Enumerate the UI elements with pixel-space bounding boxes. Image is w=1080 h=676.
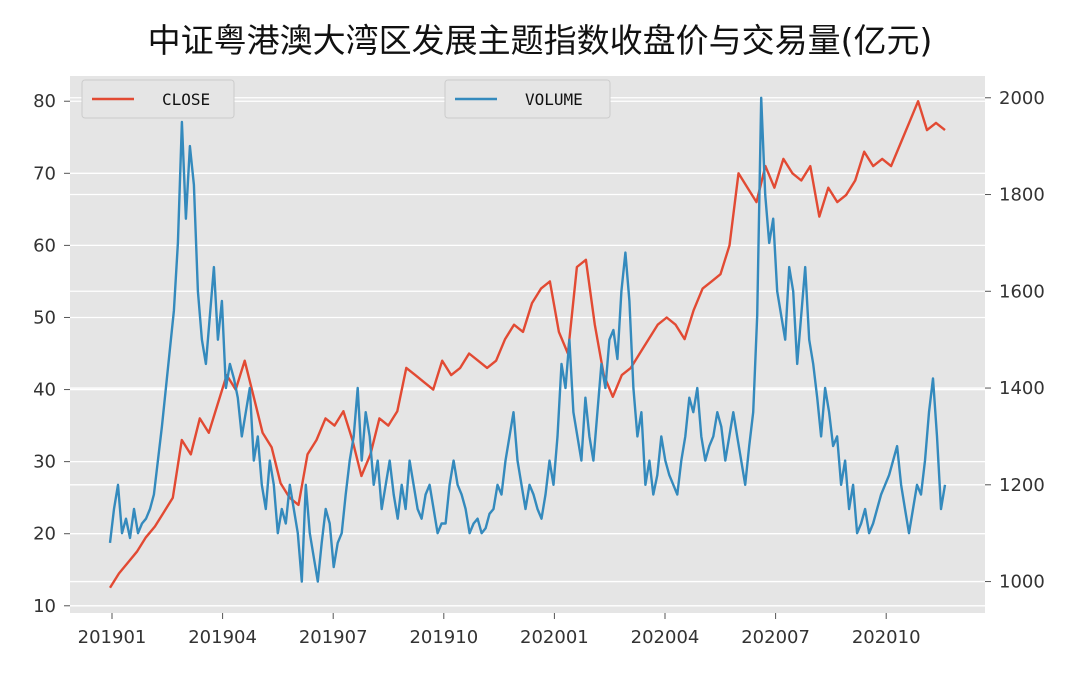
y-right-tick-label: 1200 — [999, 475, 1045, 496]
y-right-tick-label: 2000 — [999, 88, 1045, 109]
plot-area — [70, 76, 985, 613]
legend-label-close: CLOSE — [162, 90, 210, 109]
legend-box-volume — [444, 79, 611, 119]
x-tick-label: 202004 — [631, 627, 700, 648]
y-right-tick-label: 1600 — [999, 281, 1045, 302]
y-right-tick-label: 1000 — [999, 572, 1045, 593]
y-left-tick-label: 40 — [33, 380, 56, 401]
legend-box-close — [81, 79, 235, 119]
series-line-close — [108, 99, 946, 589]
x-tick-label: 201907 — [299, 627, 368, 648]
chart-title: 中证粤港澳大湾区发展主题指数收盘价与交易量(亿元) — [147, 21, 933, 60]
y-left-tick-label: 70 — [33, 163, 56, 184]
x-tick-label: 202001 — [520, 627, 589, 648]
axes: 10 20 30 40 50 60 70 80 1000 1200 1400 1600 1800 2000… — [33, 88, 1045, 648]
x-tick-label: 201904 — [188, 627, 257, 648]
y-left-tick-label: 60 — [33, 235, 56, 256]
series-line-volume — [108, 96, 947, 583]
legend: CLOSE VOLUME — [81, 79, 611, 119]
y-right-tick-label: 1800 — [999, 185, 1045, 206]
x-tick-label: 202007 — [741, 627, 810, 648]
x-tick-label: 201910 — [409, 627, 478, 648]
y-right-tick-label: 1400 — [999, 378, 1045, 399]
x-tick-label: 202010 — [852, 627, 921, 648]
y-left-tick-label: 10 — [33, 596, 56, 617]
y-left-tick-label: 80 — [33, 91, 56, 112]
series-lines — [108, 96, 947, 589]
x-tick-label: 201901 — [78, 627, 147, 648]
legend-label-volume: VOLUME — [525, 90, 583, 109]
y-left-tick-label: 30 — [33, 452, 56, 473]
y-left-tick-label: 50 — [33, 307, 56, 328]
y-left-tick-label: 20 — [33, 524, 56, 545]
